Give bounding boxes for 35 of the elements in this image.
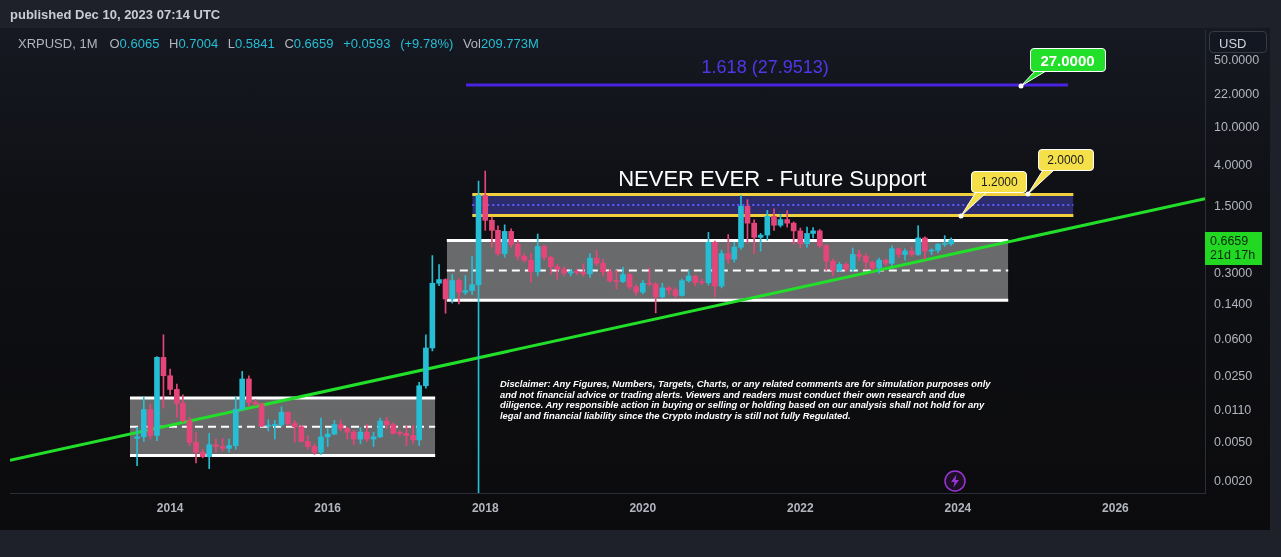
- candlestick: [784, 210, 790, 228]
- y-tick-label: 0.0250: [1214, 368, 1253, 383]
- annotation: 1.2000: [971, 170, 1028, 193]
- text: XRPUSD, 1M: [18, 36, 98, 51]
- annotation: Disclaimer: Any Figures, Numbers, Targets, Charts, or any related comments are for simulation purposes only and not financial advice or trading alerts. Viewers and readers must conduct their own research and due diligence. Any responsible action in buying or selling or holding based on our analysis shall not hold for any legal and financial liability since the Crypto industry is still not fully Regulated.: [500, 378, 992, 422]
- y-tick-label: 22.0000: [1214, 87, 1260, 102]
- x-tick-label: 2018: [471, 500, 499, 515]
- x-tick-label: 2026: [1102, 500, 1130, 515]
- annotation: 27.0000: [1029, 48, 1106, 73]
- y-tick-label: 0.0050: [1214, 435, 1253, 450]
- y-tick-label: 4.0000: [1214, 158, 1253, 173]
- y-tick-label: 0.3000: [1214, 265, 1253, 280]
- annotation: NEVER EVER - Future Support: [618, 166, 927, 193]
- y-tick-label: 0.0600: [1214, 332, 1253, 347]
- candlestick: [324, 428, 331, 447]
- annotation: O0.6065 H0.7004 L0.5841 C0.6659 +0.0593 (+9.78%) Vol209.773M: [109, 36, 539, 51]
- text: 0.6659: [1210, 234, 1250, 249]
- annotation: 1.618 (27.9513): [701, 56, 829, 78]
- y-tick-label: 1.5000: [1214, 198, 1253, 213]
- x-tick-label: 2014: [156, 500, 184, 515]
- x-tick-label: 2024: [944, 500, 972, 515]
- x-tick-label: 2020: [629, 500, 657, 515]
- y-tick-label: 50.0000: [1214, 53, 1260, 68]
- text: 21d 17h: [1210, 248, 1257, 263]
- x-tick-label: 2016: [314, 500, 342, 515]
- x-tick-label: 2022: [786, 500, 815, 515]
- y-tick-label: 0.0110: [1214, 402, 1252, 417]
- y-tick-label: 0.0020: [1214, 473, 1253, 488]
- y-tick-label: 0.1400: [1214, 297, 1253, 312]
- y-tick-label: 10.0000: [1214, 120, 1260, 135]
- annotation: 2.0000: [1037, 149, 1094, 172]
- y-axis-title: USD: [1209, 31, 1267, 53]
- candlestick: [725, 234, 732, 264]
- chart-subtitle: published Dec 10, 2023 07:14 UTC: [10, 7, 221, 22]
- candlestick: [134, 427, 140, 466]
